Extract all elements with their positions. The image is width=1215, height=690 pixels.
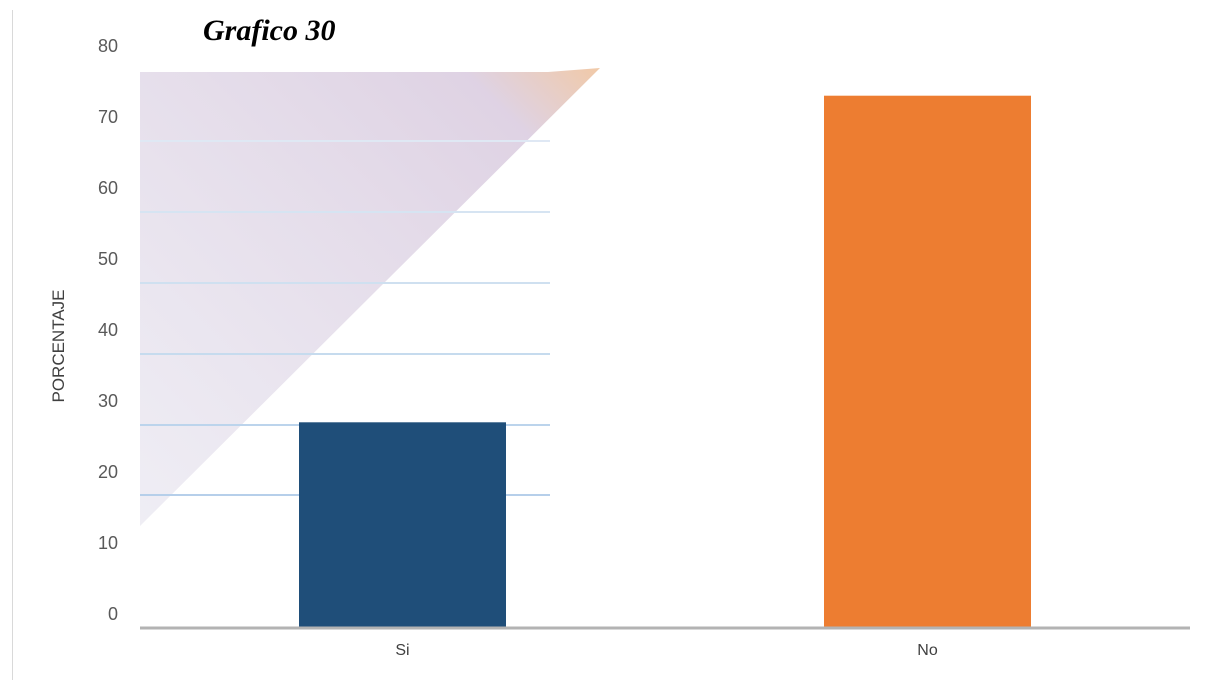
y-tick-label: 50	[98, 249, 118, 269]
y-tick-label: 30	[98, 391, 118, 411]
y-axis-ticks: 0 10 20 30 40 50 60 70 80	[98, 36, 118, 624]
left-border-line	[12, 10, 13, 680]
bars	[299, 95, 1031, 628]
y-tick-label: 80	[98, 36, 118, 56]
x-tick-label: No	[917, 642, 938, 659]
chart-title: Grafico 30	[203, 14, 336, 47]
bar-no	[824, 95, 1031, 628]
decorative-triangle	[140, 68, 600, 526]
y-tick-label: 20	[98, 462, 118, 482]
x-axis-ticks: Si No	[395, 642, 937, 659]
y-tick-label: 70	[98, 107, 118, 127]
y-tick-label: 60	[98, 178, 118, 198]
y-tick-label: 40	[98, 320, 118, 340]
x-tick-label: Si	[395, 642, 409, 659]
y-tick-label: 10	[98, 533, 118, 553]
y-tick-label: 0	[108, 604, 118, 624]
bar-si	[299, 422, 506, 628]
